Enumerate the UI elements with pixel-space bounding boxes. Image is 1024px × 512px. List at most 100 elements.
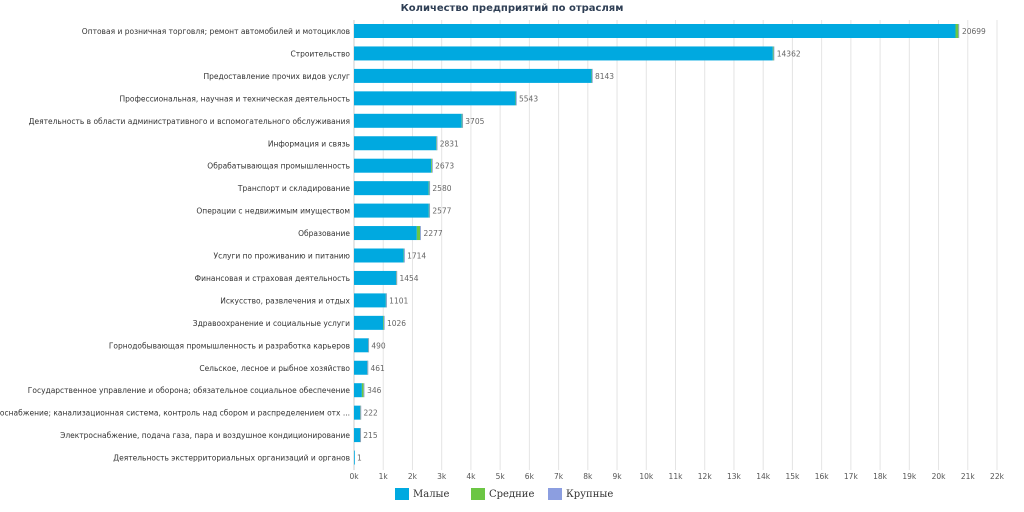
bar-segment (354, 136, 437, 151)
category-label: Транспорт и складирование (237, 184, 350, 193)
x-tick-label: 6k (525, 472, 535, 481)
bar-segment (354, 315, 384, 330)
bar-segment (386, 293, 387, 308)
value-label: 2577 (432, 207, 451, 216)
category-label: Услуги по проживанию и питанию (214, 252, 350, 261)
bar-segment (462, 113, 464, 128)
bar-segment (772, 46, 774, 61)
category-label: Предоставление прочих видов услуг (204, 72, 351, 81)
bar-segment (416, 226, 421, 241)
category-label: Строительство (290, 49, 350, 58)
bar-segment (431, 158, 433, 173)
legend-swatch (395, 488, 409, 500)
bar-segment (360, 405, 362, 420)
x-tick-label: 14k (756, 472, 771, 481)
bar-segment (428, 181, 430, 196)
category-label: Здравоохранение и социальные услуги (193, 319, 350, 328)
category-label: Деятельность экстерриториальных организа… (113, 454, 350, 463)
value-label: 215 (363, 431, 378, 440)
bar-segment (429, 181, 431, 196)
x-tick-label: 16k (815, 472, 830, 481)
value-label: 2831 (440, 139, 459, 148)
category-label: Информация и связь (268, 139, 350, 148)
legend-label: Малые (413, 488, 450, 500)
bar-segment (958, 24, 960, 38)
category-label: Электроснабжение, подача газа, пара и во… (60, 431, 350, 440)
bar-segment (368, 338, 370, 353)
bar-segment (361, 383, 364, 398)
x-tick-label: 20k (932, 472, 947, 481)
bar-segment (436, 136, 438, 151)
bar-segment (436, 136, 438, 151)
x-tick-label: 3k (437, 472, 447, 481)
chart-title: Количество предприятий по отраслям (400, 3, 624, 14)
category-label: Искусство, развлечения и отдых (220, 296, 350, 305)
category-label: Сельское, лесное и рыбное хозяйство (199, 364, 350, 373)
category-label: Операции с недвижимым имуществом (196, 207, 350, 216)
bar-segment (428, 203, 430, 218)
bar-segment (354, 68, 592, 83)
value-label: 2673 (435, 162, 454, 171)
bar-segment (367, 360, 369, 375)
legend-item[interactable]: Средние (471, 487, 534, 501)
value-label: 8143 (595, 72, 614, 81)
value-label: 20699 (962, 27, 986, 36)
x-tick-label: 17k (844, 472, 859, 481)
bar-segment (515, 91, 517, 106)
bar-segment (396, 270, 398, 285)
legend-item[interactable]: Крупные (548, 487, 613, 501)
category-label: Государственное управление и оборона; об… (28, 386, 351, 395)
bar-segment (431, 158, 432, 173)
x-tick-label: 2k (408, 472, 418, 481)
bar-segment (354, 428, 360, 443)
bar-segment (383, 315, 385, 330)
value-label: 461 (370, 364, 385, 373)
x-tick-label: 9k (612, 472, 622, 481)
bar-segment (461, 113, 463, 128)
x-tick-label: 11k (669, 472, 684, 481)
bar-segment (404, 248, 405, 263)
bar-segment (354, 450, 355, 465)
category-label: Оптовая и розничная торговля; ремонт авт… (82, 27, 350, 36)
x-tick-label: 12k (698, 472, 713, 481)
x-tick-label: 21k (961, 472, 976, 481)
bar-segment (354, 338, 369, 353)
legend-swatch (471, 488, 485, 500)
category-label: Профессиональная, научная и техническая … (119, 94, 350, 103)
legend-item[interactable]: Малые (395, 487, 449, 501)
x-tick-label: 4k (466, 472, 476, 481)
bar-segment (354, 226, 417, 241)
x-tick-label: 0k (349, 472, 359, 481)
bar-segment (354, 24, 956, 38)
legend-swatch (548, 488, 562, 500)
x-tick-label: 22k (990, 472, 1005, 481)
bar-segment (591, 68, 593, 83)
bar-segment (360, 428, 362, 443)
legend-label: Крупные (566, 488, 614, 500)
bar-segment (354, 293, 386, 308)
category-label: Финансовая и страховая деятельность (195, 274, 350, 283)
bar-segment (591, 68, 593, 83)
value-label: 2580 (432, 184, 451, 193)
bar-segment (363, 383, 365, 398)
value-label: 1 (357, 454, 362, 463)
bar-segment (354, 203, 429, 218)
value-label: 1714 (407, 252, 426, 261)
chart-legend: Малые Средние Крупные (0, 487, 1024, 505)
value-label: 1454 (399, 274, 418, 283)
value-label: 490 (371, 341, 386, 350)
bar-segment (354, 360, 368, 375)
bar-segment (420, 226, 421, 241)
x-tick-label: 10k (639, 472, 654, 481)
bar-segment (354, 181, 429, 196)
value-label: 346 (367, 386, 382, 395)
value-label: 3705 (465, 117, 484, 126)
value-label: 1101 (389, 296, 408, 305)
bar-segment (383, 315, 385, 330)
value-label: 222 (363, 409, 378, 418)
category-label: Образование (298, 229, 350, 238)
x-tick-label: 18k (873, 472, 888, 481)
bar-segment (354, 46, 773, 61)
category-label: Обрабатывающая промышленность (207, 162, 350, 171)
value-label: 1026 (387, 319, 406, 328)
